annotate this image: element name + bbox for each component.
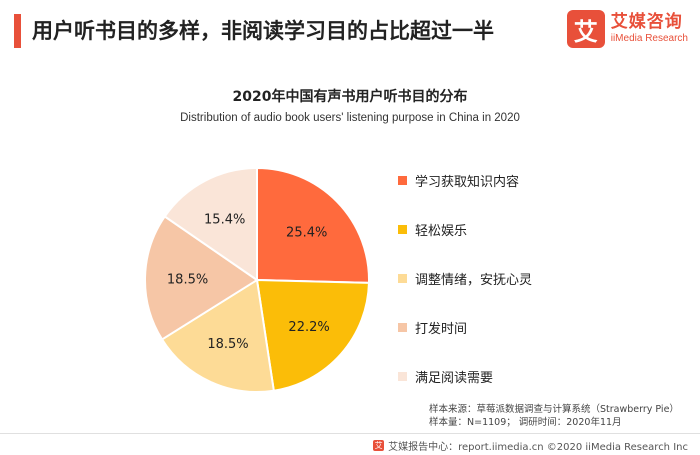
brand-name-en: iiMedia Research: [610, 33, 688, 44]
footer-text: 艾媒报告中心：report.iimedia.cn ©2020 iiMedia R…: [388, 442, 688, 453]
footer-divider: [0, 433, 700, 434]
legend-swatch-4: [398, 371, 407, 381]
slice-value-label-3: 18.5%: [167, 272, 208, 287]
pie-slice-4: [163, 166, 258, 282]
pie-slice-3: [144, 215, 259, 341]
legend-swatch-0: [398, 175, 407, 185]
legend-swatch-1: [398, 224, 407, 234]
source-note: 样本来源：草莓派数据调查与计算系统（Strawberry Pie） 样本量：N=…: [429, 403, 679, 429]
legend-swatch-3: [398, 322, 407, 332]
legend-item-0: 学习获取知识内容: [398, 168, 532, 192]
legend-label-0: 学习获取知识内容: [415, 174, 520, 190]
slice-value-label-4: 15.4%: [204, 213, 245, 228]
brand-logo-block: 艾 艾媒咨询 iiMedia Research: [566, 10, 688, 48]
pie-slice-0: [256, 166, 370, 284]
legend-item-2: 调整情绪，安抚心灵: [398, 266, 532, 290]
legend-swatch-2: [398, 273, 407, 283]
legend-item-3: 打发时间: [398, 315, 532, 339]
chart-subtitle: Distribution of audio book users' listen…: [180, 112, 520, 124]
slice-value-label-1: 22.2%: [288, 320, 329, 335]
legend-label-1: 轻松娱乐: [415, 223, 468, 239]
pie-slice-2: [160, 278, 275, 393]
chart-legend: 学习获取知识内容 轻松娱乐调整情绪，安抚心灵 打发时间满足阅读需要: [398, 168, 532, 413]
legend-item-4: 满足阅读需要: [398, 364, 532, 388]
footer: 艾 艾媒报告中心：report.iimedia.cn ©2020 iiMedia…: [373, 438, 688, 453]
legend-item-1: 轻松娱乐: [398, 217, 532, 241]
brand-text: 艾媒咨询 iiMedia Research: [611, 14, 688, 44]
source-line-2: 样本量：N=1109； 调研时间：2020年11月: [429, 417, 622, 428]
report-center-icon: 艾: [373, 440, 385, 451]
slice-value-label-2: 18.5%: [207, 337, 248, 352]
chart-title: 2020年中国有声书用户听书目的分布: [232, 89, 468, 105]
source-line-1: 样本来源：草莓派数据调查与计算系统（Strawberry Pie）: [429, 404, 679, 415]
legend-label-4: 满足阅读需要: [415, 370, 494, 386]
legend-label-3: 打发时间: [415, 321, 468, 337]
slice-value-label-0: 25.4%: [286, 226, 327, 241]
legend-label-2: 调整情绪，安抚心灵: [415, 272, 533, 288]
brand-logo-icon: 艾: [566, 10, 605, 48]
page-title: 用户听书目的多样，非阅读学习目的占比超过一半: [32, 19, 494, 43]
title-accent-bar: [14, 14, 21, 48]
brand-name-cn: 艾媒咨询: [610, 12, 683, 32]
pie-slice-1: [255, 278, 370, 392]
